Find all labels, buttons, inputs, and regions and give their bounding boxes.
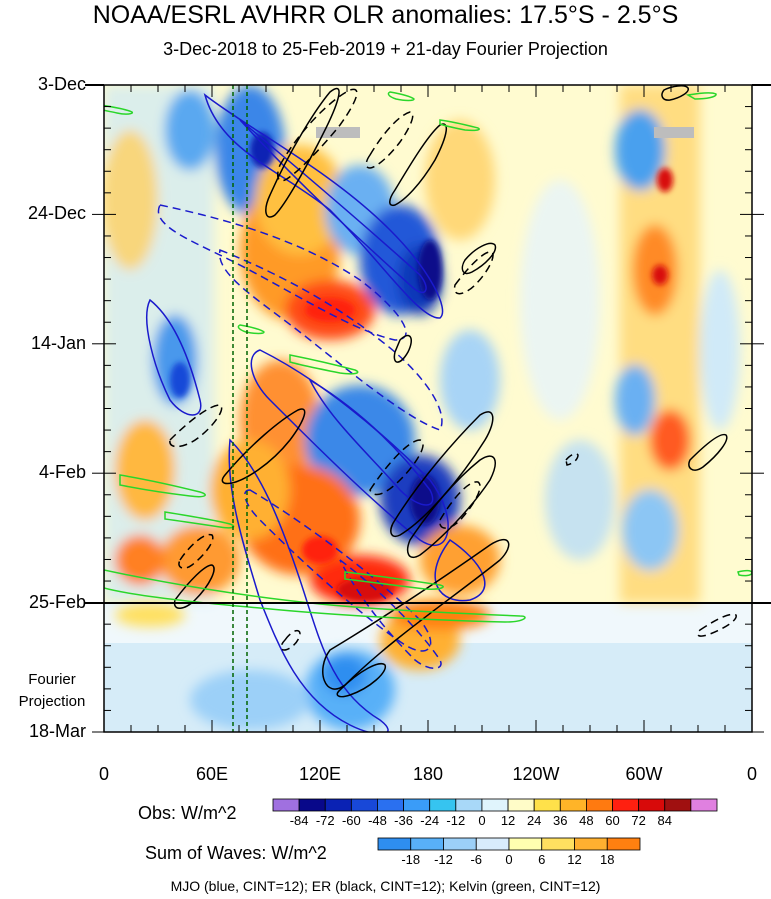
colorbar-swatch — [455, 798, 483, 812]
plot-area — [104, 85, 752, 732]
x-tick-label: 180 — [412, 764, 444, 784]
colorbar-tick-label: 12 — [500, 813, 516, 828]
y-tick-label: 14-Jan — [30, 332, 86, 353]
colorbar-swatch — [638, 798, 666, 812]
colorbar-tick-label: 0 — [478, 813, 486, 828]
colorbar-swatch — [481, 798, 509, 812]
waves-colorbar-label: Sum of Waves: W/m^2 — [145, 843, 327, 863]
colorbar-tick-label: 18 — [600, 852, 615, 867]
y-tick-label: 18-Mar — [28, 721, 86, 741]
chart-subtitle: 3-Dec-2018 to 25-Feb-2019 + 21-day Fouri… — [163, 39, 608, 59]
x-tick-label: 120E — [298, 764, 342, 784]
colorbar-swatch — [507, 798, 535, 812]
y-tick-label: 24-Dec — [27, 203, 86, 224]
colorbar-tick-label: -36 — [394, 813, 413, 828]
er-contours-negative — [169, 88, 737, 651]
colorbar-tick-label: -84 — [289, 813, 309, 828]
colorbar-tick-label: 12 — [567, 852, 582, 867]
fourier-projection-label: Fourier — [28, 671, 76, 688]
er-contours — [173, 85, 728, 698]
colorbar-swatch — [324, 798, 352, 812]
colorbar-swatch — [574, 837, 608, 851]
colorbar-swatch — [403, 798, 431, 812]
colorbar-tick-label: 60 — [605, 813, 620, 828]
colorbar-swatch — [272, 798, 300, 812]
colorbar-tick-label: -72 — [315, 813, 335, 828]
colorbar-tick-label: 24 — [526, 813, 542, 828]
x-tick-label: 60W — [625, 764, 663, 784]
colorbar-tick-label: 84 — [657, 813, 672, 828]
y-tick-label: 25-Feb — [28, 591, 86, 612]
fourier-projection-label: Projection — [18, 693, 86, 710]
colorbar-swatch — [541, 837, 575, 851]
axis-ticks — [92, 84, 764, 733]
colorbar-tick-label: -24 — [420, 813, 440, 828]
colorbar-tick-label: -12 — [434, 852, 453, 867]
colorbar-swatch — [410, 837, 444, 851]
projection-wave-field — [115, 600, 490, 730]
x-tick-label: 120W — [512, 764, 560, 784]
colorbar-tick-label: 48 — [579, 813, 594, 828]
waves-colorbar — [377, 837, 641, 851]
colorbar-swatch — [690, 798, 718, 812]
colorbar-swatch — [612, 798, 640, 812]
colorbar-swatch — [429, 798, 457, 812]
obs-colorbar-label: Obs: W/m^2 — [138, 803, 237, 823]
colorbar-swatch — [664, 798, 692, 812]
missing-data-block — [654, 127, 694, 138]
y-tick-label: 3-Dec — [37, 74, 86, 94]
contour-legend-footnote: MJO (blue, CINT=12); ER (black, CINT=12)… — [170, 878, 601, 894]
mjo-contours-negative — [157, 204, 443, 669]
colorbar-swatch — [475, 837, 510, 851]
colorbar-swatch — [586, 798, 613, 812]
colorbar-swatch — [298, 798, 326, 812]
x-tick-label: 60E — [195, 764, 229, 784]
x-tick-label: 0 — [746, 764, 757, 784]
obs-colorbar — [272, 798, 718, 812]
colorbar-tick-label: -60 — [341, 813, 361, 828]
colorbar-tick-label: -12 — [446, 813, 466, 828]
colorbar-tick-label: -18 — [401, 852, 421, 867]
colorbar-tick-label: 72 — [631, 813, 646, 828]
colorbar-tick-label: 36 — [553, 813, 568, 828]
colorbar-swatch — [559, 798, 587, 812]
colorbar-tick-label: 0 — [505, 852, 513, 867]
colorbar-swatch — [350, 798, 378, 812]
x-tick-label: 0 — [98, 764, 109, 784]
colorbar-swatch — [508, 837, 543, 851]
missing-data-block — [316, 127, 360, 138]
y-tick-label: 4-Feb — [38, 462, 86, 483]
chart-title: NOAA/ESRL AVHRR OLR anomalies: 17.5°S - … — [92, 1, 679, 29]
colorbar-tick-label: -48 — [368, 813, 387, 828]
colorbar-tick-label: -6 — [470, 852, 483, 867]
colorbar-tick-label: 6 — [538, 852, 546, 867]
colorbar-swatch — [377, 837, 412, 851]
colorbar-swatch — [606, 837, 641, 851]
colorbar-swatch — [443, 837, 477, 851]
colorbar-swatch — [533, 798, 561, 812]
colorbar-swatch — [377, 798, 404, 812]
